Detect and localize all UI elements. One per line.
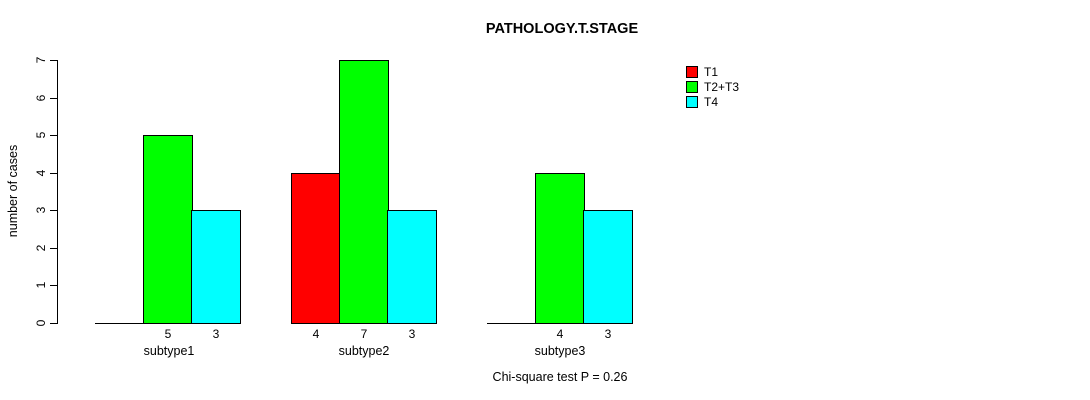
- y-tick-label: 0: [34, 319, 48, 327]
- y-tick: [50, 60, 57, 61]
- category-label-subtype1: subtype1: [143, 344, 195, 358]
- bar-subtype3-T4: [583, 210, 633, 324]
- y-tick: [50, 285, 57, 286]
- bar-subtype2-T2+T3: [339, 60, 389, 324]
- category-label-subtype2: subtype2: [338, 344, 390, 358]
- y-tick-label: 7: [34, 56, 48, 64]
- y-tick: [50, 210, 57, 211]
- bar-subtype2-T4: [387, 210, 437, 324]
- bar-value-label: 3: [212, 327, 220, 341]
- bar-subtype1-T2+T3: [143, 135, 193, 324]
- bar-value-label: 4: [556, 327, 564, 341]
- y-tick-label: 6: [34, 94, 48, 102]
- legend-label-T2+T3: T2+T3: [704, 79, 740, 94]
- y-tick: [50, 135, 57, 136]
- y-tick: [50, 98, 57, 99]
- annotation-text: Chi-square test P = 0.26: [492, 370, 628, 384]
- legend-label-T4: T4: [704, 94, 719, 109]
- y-tick-label: 1: [34, 281, 48, 289]
- zero-bar-subtype3-T1: [487, 323, 537, 324]
- legend-label-T1: T1: [704, 64, 719, 79]
- legend-row-T2+T3: T2+T3: [686, 79, 739, 94]
- y-tick: [50, 323, 57, 324]
- bar-subtype2-T1: [291, 173, 341, 324]
- bar-subtype3-T2+T3: [535, 173, 585, 324]
- legend-swatch-T1: [686, 65, 698, 78]
- chart-title: PATHOLOGY.T.STAGE: [485, 21, 639, 37]
- y-axis-line: [57, 60, 58, 324]
- y-tick-label: 4: [34, 169, 48, 177]
- legend-row-T4: T4: [686, 94, 739, 109]
- bar-value-label: 7: [360, 327, 368, 341]
- y-tick-label: 5: [34, 131, 48, 139]
- bar-value-label: 3: [604, 327, 612, 341]
- bar-value-label: 5: [164, 327, 172, 341]
- bar-value-label: 4: [312, 327, 320, 341]
- legend: T1 T2+T3 T4: [686, 64, 739, 109]
- legend-swatch-T4: [686, 95, 698, 108]
- y-tick-label: 3: [34, 206, 48, 214]
- bar-value-label: 3: [408, 327, 416, 341]
- zero-bar-subtype1-T1: [95, 323, 145, 324]
- legend-swatch-T2+T3: [686, 80, 698, 93]
- y-tick-label: 2: [34, 244, 48, 252]
- legend-row-T1: T1: [686, 64, 739, 79]
- y-tick: [50, 248, 57, 249]
- bar-subtype1-T4: [191, 210, 241, 324]
- category-label-subtype3: subtype3: [534, 344, 586, 358]
- y-tick: [50, 173, 57, 174]
